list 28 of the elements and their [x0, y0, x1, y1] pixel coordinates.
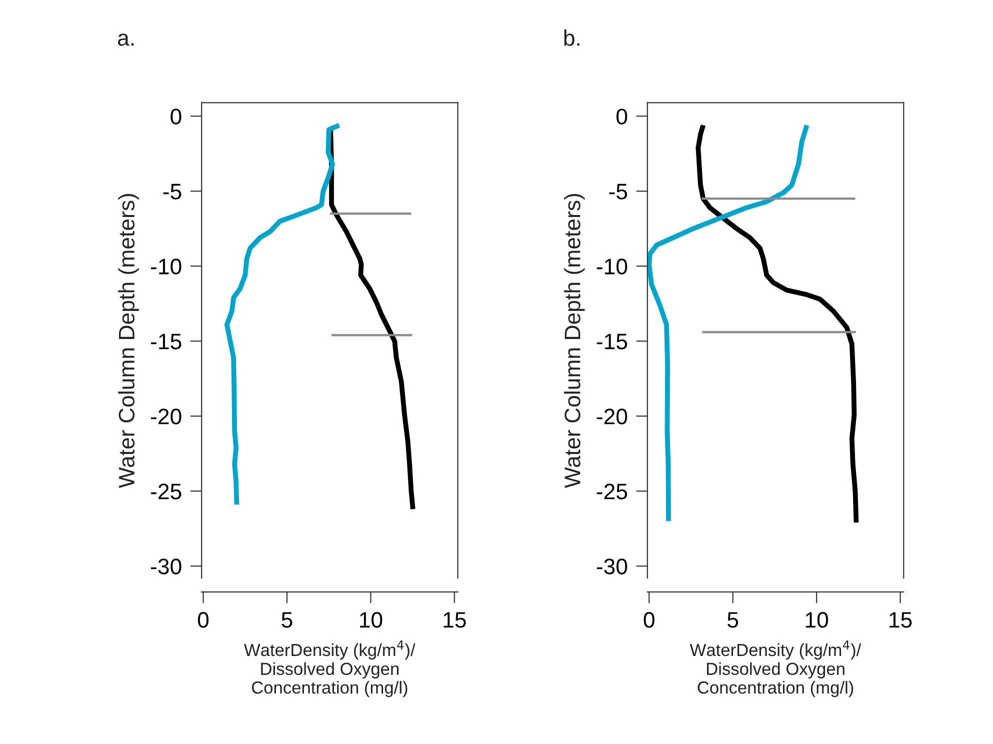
y-axis-title: Water Column Depth (meters): [564, 194, 585, 488]
y-tick-label: -10: [151, 258, 182, 274]
x-tick-label: 5: [728, 612, 738, 628]
y-tick-label: -5: [163, 184, 182, 200]
y-tick-label: -30: [596, 558, 628, 574]
x-axis-title: WaterDensity (kg/m$^{4}$)/ Dissolved Oxygen Concentration (mg/l): [690, 640, 862, 698]
x-tick-label: 15: [890, 612, 912, 628]
chart-title: b.: [564, 30, 580, 46]
y-tick-label: -20: [151, 408, 182, 424]
x-tick-label: 0: [644, 612, 654, 628]
y-axis-title: Water Column Depth (meters): [118, 194, 139, 488]
x-tick-label: 10: [360, 612, 382, 628]
y-tick-label: -25: [151, 484, 182, 500]
y-tick-label: -10: [596, 258, 628, 274]
x-tick-label: 0: [198, 612, 209, 628]
x-tick-label: 15: [444, 612, 466, 628]
chart-title: a.: [118, 34, 134, 46]
y-tick-label: -30: [151, 558, 182, 574]
y-tick-label: -20: [596, 408, 628, 424]
y-tick-label: -25: [596, 484, 628, 500]
x-tick-label: 10: [806, 612, 828, 628]
y-tick-label: 0: [616, 108, 628, 124]
y-tick-label: -15: [596, 334, 628, 350]
x-axis-title: WaterDensity (kg/m$^{4}$)/ Dissolved Oxygen Concentration (mg/l): [244, 640, 416, 698]
x-tick-label: 5: [282, 612, 292, 628]
y-tick-label: 0: [170, 108, 182, 124]
y-tick-label: -5: [609, 184, 628, 200]
y-tick-label: -15: [151, 334, 182, 350]
